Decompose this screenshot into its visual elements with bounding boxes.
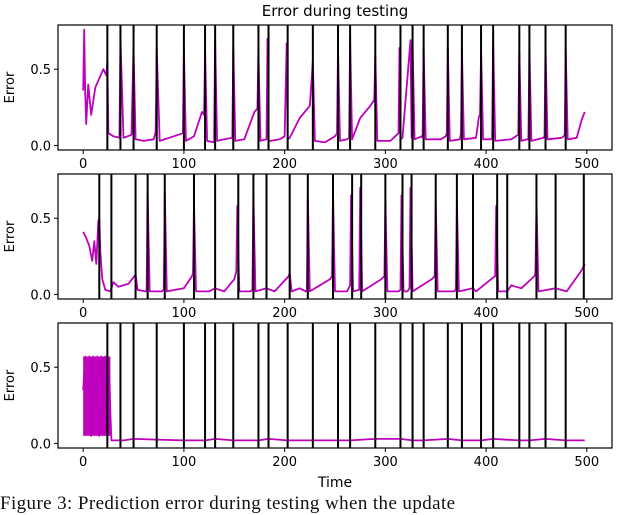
x-tick-label: 100 xyxy=(171,455,196,470)
y-tick-label: 0.0 xyxy=(30,288,51,303)
panel-2: 0 100 200 300 400 500 0.0 0.5 Error xyxy=(3,173,613,321)
x-tick-label: 500 xyxy=(574,306,599,321)
y-tick-label: 0.5 xyxy=(30,63,51,78)
chart-title: Error during testing xyxy=(262,2,409,20)
x-tick-label: 300 xyxy=(373,455,398,470)
y-axis-label: Error xyxy=(3,369,18,401)
axes-frame xyxy=(57,24,613,151)
x-tick-label: 0 xyxy=(79,455,87,470)
x-tick-label: 500 xyxy=(574,157,599,172)
x-tick-label: 500 xyxy=(574,455,599,470)
figure-canvas: Error during testing 0 100 200 300 400 500 0.0… xyxy=(3,2,613,491)
x-tick-label: 0 xyxy=(79,306,87,321)
x-tick-label: 200 xyxy=(272,306,297,321)
panels: 0 100 200 300 400 500 0.0 0.5 Error 0 100 200 300 400… xyxy=(3,24,613,470)
y-tick-label: 0.5 xyxy=(30,212,51,227)
error-line xyxy=(82,186,586,293)
y-axis-label: Error xyxy=(3,220,18,252)
axes-frame xyxy=(57,322,613,449)
x-tick-label: 200 xyxy=(272,455,297,470)
y-tick-label: 0.0 xyxy=(30,139,51,154)
x-axis-label: Time xyxy=(317,475,352,491)
x-tick-label: 400 xyxy=(474,306,499,321)
x-tick-label: 400 xyxy=(474,157,499,172)
figure-caption: Figure 3: Prediction error during testin… xyxy=(0,493,456,514)
x-tick-label: 200 xyxy=(272,157,297,172)
axes-frame xyxy=(57,173,613,300)
x-tick-label: 300 xyxy=(373,157,398,172)
x-tick-label: 100 xyxy=(171,157,196,172)
panel-1: 0 100 200 300 400 500 0.0 0.5 Error xyxy=(3,24,613,172)
panel-3: 0 100 200 300 400 500 0.0 0.5 Error xyxy=(3,322,613,470)
x-tick-label: 300 xyxy=(373,306,398,321)
error-line xyxy=(82,28,586,144)
error-line xyxy=(82,355,585,442)
x-tick-label: 400 xyxy=(474,455,499,470)
y-tick-label: 0.5 xyxy=(30,361,51,376)
x-tick-label: 100 xyxy=(171,306,196,321)
y-axis-label: Error xyxy=(3,71,18,103)
y-tick-label: 0.0 xyxy=(30,437,51,452)
x-tick-label: 0 xyxy=(79,157,87,172)
